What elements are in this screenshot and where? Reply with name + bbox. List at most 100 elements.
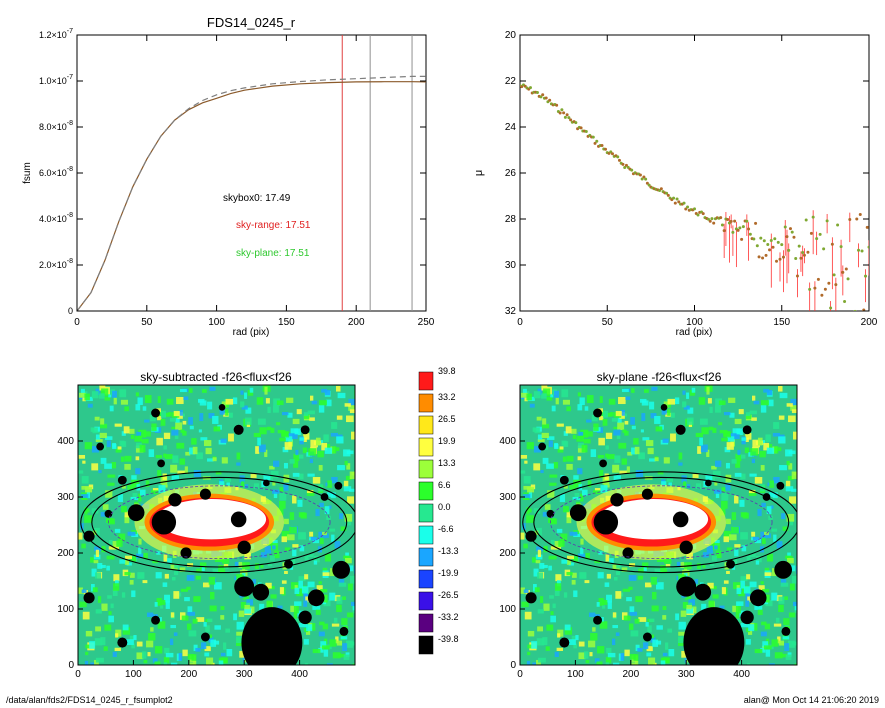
colorbar-swatch — [418, 503, 434, 523]
y-tick-label: 1.2×10-7 — [39, 28, 73, 40]
noise-patch — [138, 429, 147, 438]
noise-patch — [783, 596, 788, 600]
noise-patch — [332, 446, 337, 454]
noise-patch — [222, 558, 230, 564]
noise-patch — [670, 412, 675, 418]
noise-patch — [240, 390, 244, 395]
noise-patch — [244, 604, 250, 610]
noise-patch — [292, 549, 297, 557]
noise-patch — [193, 644, 198, 651]
noise-patch — [523, 494, 531, 498]
noise-patch — [740, 576, 748, 582]
noise-patch — [599, 470, 604, 478]
noise-patch — [320, 641, 327, 648]
noise-patch — [124, 455, 132, 462]
noise-patch — [246, 602, 250, 607]
noise-patch — [137, 397, 143, 406]
noise-patch — [113, 397, 117, 405]
noise-patch — [111, 462, 117, 469]
noise-patch — [293, 612, 298, 619]
noise-patch — [757, 609, 763, 615]
noise-patch — [124, 555, 132, 559]
noise-patch — [594, 658, 600, 663]
profile-point — [768, 248, 772, 252]
noise-patch — [735, 605, 741, 614]
noise-patch — [108, 394, 112, 398]
noise-patch — [103, 646, 108, 651]
noise-patch — [746, 556, 751, 561]
noise-patch — [645, 440, 654, 447]
noise-patch — [637, 575, 644, 580]
noise-patch — [576, 435, 585, 442]
noise-patch — [762, 641, 769, 648]
colorbar-swatch — [418, 547, 434, 567]
noise-patch — [121, 485, 126, 489]
x-tick-label: 100 — [686, 317, 703, 328]
noise-patch — [555, 574, 562, 582]
noise-patch — [165, 601, 170, 609]
noise-patch — [87, 403, 93, 408]
noise-patch — [618, 442, 627, 449]
noise-patch — [535, 554, 543, 560]
y-tick-label: 2.0×10-8 — [39, 258, 73, 270]
noise-patch — [196, 452, 203, 460]
noise-patch — [592, 490, 601, 495]
plot-frame — [519, 34, 870, 312]
noise-patch — [292, 418, 300, 425]
noise-patch — [179, 389, 187, 393]
noise-patch — [785, 480, 791, 488]
masked-source — [622, 547, 634, 559]
noise-patch — [292, 434, 298, 439]
noise-patch — [547, 490, 555, 498]
noise-patch — [740, 473, 746, 480]
noise-patch — [548, 440, 553, 448]
profile-point — [809, 231, 813, 235]
noise-patch — [695, 483, 701, 489]
noise-patch — [321, 645, 330, 650]
noise-patch — [148, 449, 155, 458]
noise-patch — [108, 539, 113, 545]
noise-patch — [734, 549, 739, 557]
noise-patch — [173, 632, 178, 637]
noise-patch — [136, 442, 142, 449]
noise-patch — [129, 579, 134, 585]
noise-patch — [319, 400, 327, 406]
colorbar-swatch — [418, 591, 434, 611]
profile-point — [864, 274, 868, 278]
noise-patch — [91, 568, 97, 577]
noise-patch — [678, 636, 684, 644]
noise-patch — [330, 432, 338, 437]
y-tick-label: 24 — [505, 122, 517, 133]
noise-patch — [244, 552, 251, 560]
profile-point — [591, 135, 595, 139]
noise-patch — [272, 545, 276, 550]
noise-patch — [686, 604, 692, 610]
noise-patch — [610, 412, 614, 417]
noise-patch — [664, 558, 672, 564]
profile-point — [795, 274, 799, 278]
noise-patch — [787, 475, 794, 481]
noise-patch — [313, 560, 318, 565]
noise-patch — [225, 408, 229, 416]
noise-patch — [635, 644, 640, 651]
noise-patch — [202, 582, 210, 588]
x-tick-label: 0 — [74, 317, 80, 328]
noise-patch — [749, 581, 757, 588]
noise-patch — [579, 397, 585, 406]
noise-patch — [573, 590, 578, 598]
noise-patch — [322, 531, 327, 536]
noise-patch — [537, 626, 544, 632]
noise-patch — [682, 401, 687, 408]
noise-patch — [537, 439, 545, 443]
noise-patch — [124, 515, 130, 524]
noise-patch — [219, 481, 225, 487]
noise-patch — [228, 412, 233, 418]
noise-patch — [631, 425, 636, 430]
noise-patch — [180, 588, 188, 592]
noise-patch — [740, 622, 749, 628]
noise-patch — [572, 556, 579, 562]
noise-patch — [115, 629, 122, 637]
noise-patch — [349, 488, 355, 492]
profile-point — [600, 144, 604, 148]
noise-patch — [123, 426, 130, 434]
